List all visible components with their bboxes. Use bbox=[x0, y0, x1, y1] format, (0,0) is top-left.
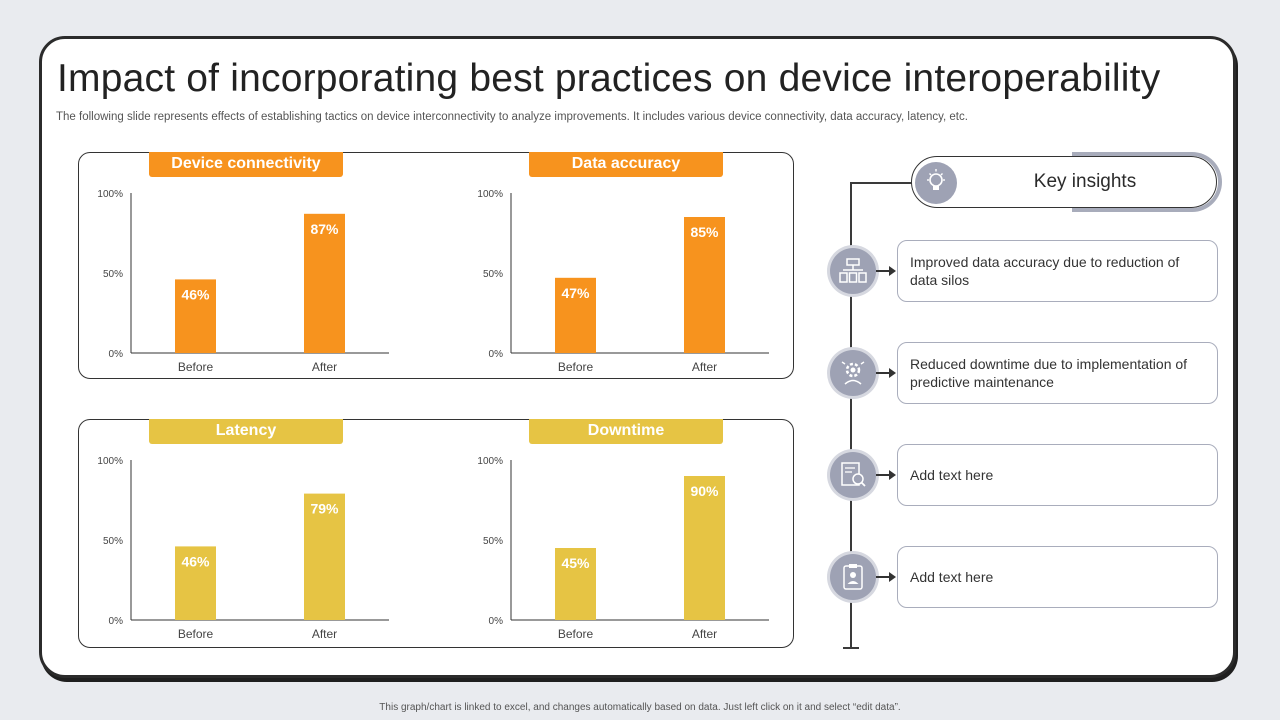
chart-data-accuracy[interactable]: Data accuracy 0% 50% 100% 47% Before 85% After bbox=[459, 152, 817, 380]
x-tick-label: After bbox=[692, 627, 717, 641]
y-tick-label: 0% bbox=[489, 616, 504, 627]
arrow-right-icon bbox=[876, 368, 896, 378]
data-label: 90% bbox=[690, 483, 719, 499]
y-tick-label: 0% bbox=[489, 349, 504, 360]
data-label: 46% bbox=[181, 553, 210, 569]
bar bbox=[175, 546, 216, 620]
y-tick-label: 0% bbox=[109, 349, 124, 360]
chart-title: Downtime bbox=[529, 419, 723, 444]
insight-text: Improved data accuracy due to reduction … bbox=[910, 254, 1180, 288]
data-hierarchy-icon bbox=[830, 248, 876, 294]
gear-person-icon bbox=[830, 350, 876, 396]
chart-title: Latency bbox=[149, 419, 343, 444]
footer-note: This graph/chart is linked to excel, and… bbox=[379, 702, 901, 713]
x-tick-label: After bbox=[312, 360, 337, 374]
arrow-right-icon bbox=[876, 572, 896, 582]
chart-title: Device connectivity bbox=[149, 152, 343, 177]
x-tick-label: After bbox=[312, 627, 337, 641]
data-label: 87% bbox=[310, 221, 339, 237]
y-tick-label: 50% bbox=[483, 536, 503, 547]
x-tick-label: Before bbox=[558, 360, 594, 374]
data-label: 79% bbox=[310, 501, 339, 517]
insight-text: Add text here bbox=[910, 569, 994, 585]
y-tick-label: 50% bbox=[483, 269, 503, 280]
charts-panel-bottom: Latency 0% 50% 100% 46% Before 79% After Downt… bbox=[78, 419, 794, 648]
bar bbox=[555, 548, 596, 620]
clipboard-person-icon bbox=[830, 554, 876, 600]
insights-connector-foot bbox=[843, 647, 859, 649]
bar-chart-svg: 0% 50% 100% 45% Before 90% After bbox=[477, 456, 769, 641]
x-tick-label: After bbox=[692, 360, 717, 374]
charts-panel-top: Device connectivity 0% 50% 100% 46% Before 87… bbox=[78, 152, 794, 379]
insights-connector-branch bbox=[850, 182, 912, 184]
arrow-right-icon bbox=[876, 266, 896, 276]
page-subtitle: The following slide represents effects o… bbox=[56, 111, 968, 123]
insights-connector-line bbox=[850, 182, 852, 648]
document-search-icon bbox=[830, 452, 876, 498]
x-tick-label: Before bbox=[178, 360, 214, 374]
insight-item[interactable]: Improved data accuracy due to reduction … bbox=[897, 240, 1218, 302]
bar bbox=[684, 476, 725, 620]
bar bbox=[304, 213, 345, 353]
insights-header-accent bbox=[1072, 152, 1222, 212]
bar-chart-svg: 0% 50% 100% 46% Before 79% After bbox=[97, 456, 389, 641]
chart-title: Data accuracy bbox=[529, 152, 723, 177]
y-tick-label: 50% bbox=[103, 536, 123, 547]
insight-text: Add text here bbox=[910, 467, 994, 483]
bar bbox=[555, 277, 596, 353]
y-tick-label: 0% bbox=[109, 616, 124, 627]
chart-downtime[interactable]: Downtime 0% 50% 100% 45% Before 90% After bbox=[459, 419, 817, 647]
chart-device-connectivity[interactable]: Device connectivity 0% 50% 100% 46% Before 87… bbox=[79, 152, 437, 380]
data-label: 47% bbox=[561, 285, 590, 301]
insight-item[interactable]: Add text here bbox=[897, 444, 1218, 506]
y-tick-label: 100% bbox=[97, 189, 123, 200]
x-tick-label: Before bbox=[178, 627, 214, 641]
insight-item[interactable]: Add text here bbox=[897, 546, 1218, 608]
bar bbox=[175, 279, 216, 353]
insight-text: Reduced downtime due to implementation o… bbox=[910, 356, 1188, 390]
y-tick-label: 100% bbox=[477, 456, 503, 467]
insights-title: Key insights bbox=[1033, 171, 1137, 192]
chart-latency[interactable]: Latency 0% 50% 100% 46% Before 79% After bbox=[79, 419, 437, 647]
lightbulb-icon bbox=[915, 162, 957, 204]
bar bbox=[684, 217, 725, 353]
bar bbox=[304, 493, 345, 620]
insights-header bbox=[911, 156, 1217, 208]
y-tick-label: 100% bbox=[477, 189, 503, 200]
data-label: 85% bbox=[690, 224, 719, 240]
y-tick-label: 50% bbox=[103, 269, 123, 280]
arrow-right-icon bbox=[876, 470, 896, 480]
bar-chart-svg: 0% 50% 100% 46% Before 87% After bbox=[97, 189, 389, 374]
insight-item[interactable]: Reduced downtime due to implementation o… bbox=[897, 342, 1218, 404]
y-tick-label: 100% bbox=[97, 456, 123, 467]
page-title: Impact of incorporating best practices o… bbox=[57, 57, 1161, 100]
bar-chart-svg: 0% 50% 100% 47% Before 85% After bbox=[477, 189, 769, 374]
data-label: 45% bbox=[561, 555, 590, 571]
x-tick-label: Before bbox=[558, 627, 594, 641]
data-label: 46% bbox=[181, 286, 210, 302]
